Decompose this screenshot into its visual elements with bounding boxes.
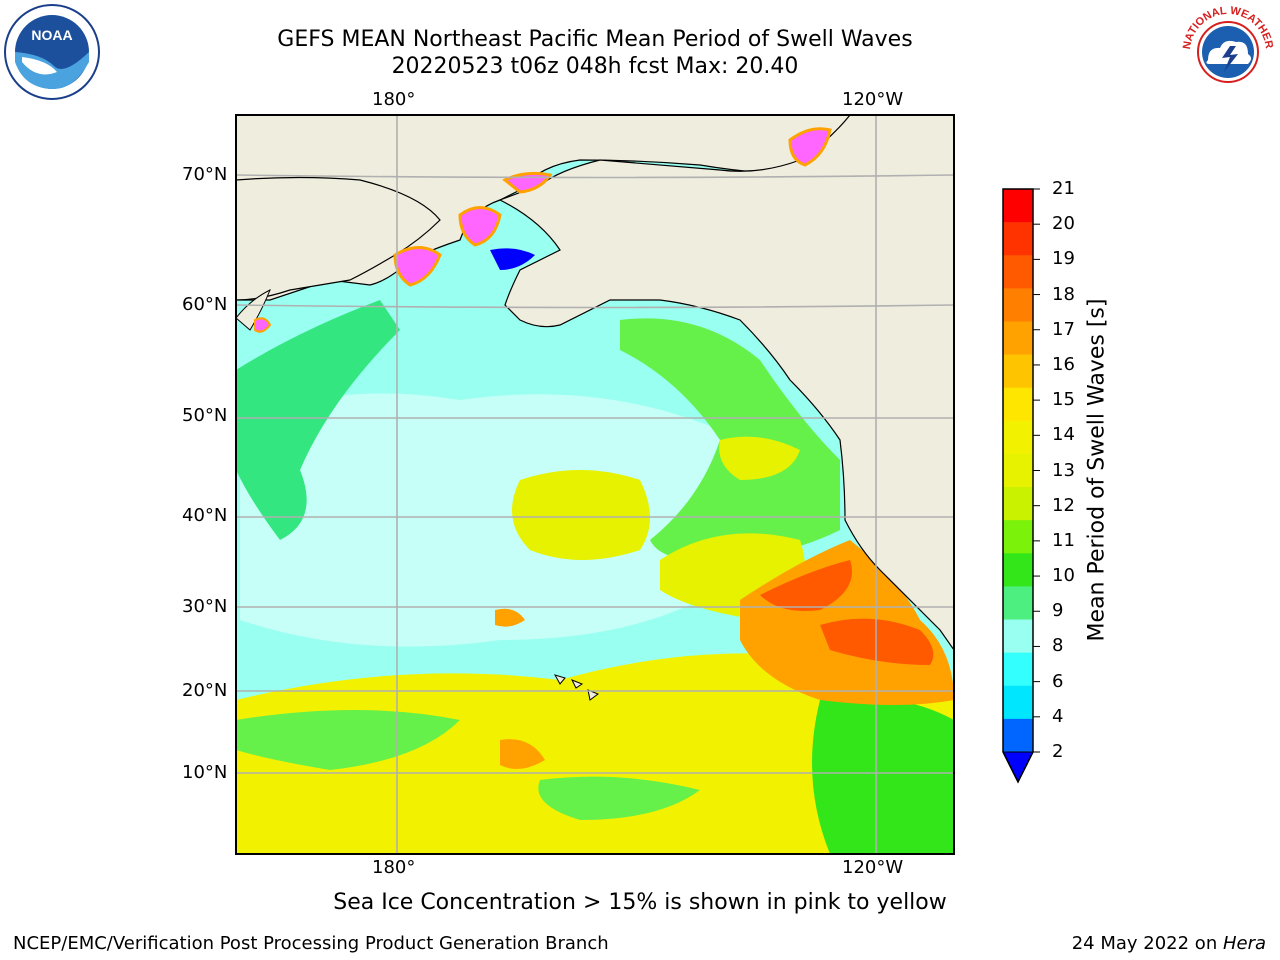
lat-label-50n: 50°N bbox=[182, 405, 228, 426]
sea-ice-patch-blue bbox=[490, 248, 535, 270]
chart-subtitle: 20220523 t06z 048h fcst Max: 20.40 bbox=[391, 54, 799, 79]
lon-label-bottom-120w: 120°W bbox=[842, 857, 904, 878]
footer-credit: NCEP/EMC/Verification Post Processing Pr… bbox=[13, 933, 609, 954]
lat-label-20n: 20°N bbox=[182, 680, 228, 701]
swell-patch-green-s bbox=[538, 776, 700, 820]
colorbar-tick-label: 12 bbox=[1052, 494, 1075, 516]
colorbar-tick-label: 4 bbox=[1052, 705, 1064, 727]
lat-label-40n: 40°N bbox=[182, 505, 228, 526]
colorbar-extend-arrow bbox=[1002, 751, 1034, 784]
colorbar-segment bbox=[1003, 652, 1033, 687]
lon-label-bottom-180: 180° bbox=[372, 857, 416, 878]
colorbar-tick-label: 9 bbox=[1052, 600, 1064, 622]
map-frame bbox=[235, 114, 955, 855]
colorbar-segment bbox=[1003, 553, 1033, 587]
colorbar-tick-label: 21 bbox=[1052, 178, 1075, 199]
sea-ice-note: Sea Ice Concentration > 15% is shown in … bbox=[333, 890, 947, 915]
colorbar-segment bbox=[1003, 288, 1033, 322]
swell-patch-orange-mid bbox=[495, 608, 525, 627]
colorbar-tick-label: 11 bbox=[1052, 529, 1075, 551]
map-gridlines bbox=[236, 115, 954, 854]
swell-patch-green-se bbox=[812, 697, 954, 854]
colorbar-tick-label: 8 bbox=[1052, 635, 1064, 657]
swell-patch-yellow-center bbox=[512, 470, 650, 560]
swell-patch-green-sw bbox=[236, 710, 460, 770]
sea-ice-patch-5 bbox=[254, 317, 272, 333]
colorbar-tick-label: 17 bbox=[1052, 318, 1075, 340]
colorbar bbox=[1003, 188, 1040, 753]
colorbar-tick-label: 14 bbox=[1052, 424, 1075, 446]
colorbar-segment bbox=[1003, 487, 1033, 521]
lat-label-70n: 70°N bbox=[182, 164, 228, 185]
colorbar-tick-label: 15 bbox=[1052, 389, 1075, 411]
colorbar-segment bbox=[1003, 586, 1033, 621]
swell-band-yellow-south bbox=[236, 653, 954, 854]
colorbar-tick-label: 6 bbox=[1052, 670, 1064, 692]
colorbar-tick-label: 18 bbox=[1052, 283, 1075, 305]
colorbar-segment bbox=[1003, 189, 1033, 223]
chart-title: GEFS MEAN Northeast Pacific Mean Period … bbox=[277, 27, 913, 52]
lat-label-10n: 10°N bbox=[182, 762, 228, 783]
colorbar-segment bbox=[1003, 685, 1033, 720]
colorbar-label: Mean Period of Swell Waves [s] bbox=[1084, 298, 1110, 642]
land-hawaii bbox=[553, 674, 600, 701]
swell-patch-yellow-ne bbox=[719, 436, 800, 480]
colorbar-segment bbox=[1003, 453, 1033, 488]
colorbar-tick-label: 20 bbox=[1052, 213, 1075, 235]
colorbar-tick-label: 13 bbox=[1052, 459, 1075, 481]
colorbar-segment bbox=[1003, 619, 1033, 654]
gridline-60n bbox=[236, 304, 954, 309]
colorbar-segment bbox=[1003, 520, 1033, 554]
gridline-70n bbox=[236, 174, 954, 179]
lon-label-top-120w: 120°W bbox=[842, 89, 904, 110]
swell-band-green-west bbox=[236, 300, 400, 540]
colorbar-segment bbox=[1003, 387, 1033, 422]
sea-ice-patch-1 bbox=[393, 246, 442, 287]
colorbar-segment bbox=[1003, 321, 1033, 356]
swell-high-red-north bbox=[760, 560, 852, 611]
swell-low-region bbox=[240, 393, 736, 647]
colorbar-segment bbox=[1003, 255, 1033, 289]
sea-ice-patch-3 bbox=[788, 127, 832, 167]
sea-ice-patch-2 bbox=[458, 206, 502, 247]
footer-date: 24 May 2022 on Hera bbox=[1072, 933, 1266, 954]
noaa-logo-text: NOAA bbox=[31, 27, 72, 43]
land-alaska-north-america bbox=[498, 115, 954, 652]
colorbar-tick-label: 19 bbox=[1052, 248, 1075, 270]
colorbar-tick-label: 2 bbox=[1052, 741, 1064, 762]
nws-logo: NATIONAL WEATHER SERVICE bbox=[1178, 2, 1275, 99]
lon-label-top-180: 180° bbox=[372, 89, 416, 110]
lat-label-60n: 60°N bbox=[182, 294, 228, 315]
colorbar-tick-label: 10 bbox=[1052, 565, 1075, 587]
colorbar-segment bbox=[1003, 420, 1033, 455]
swell-patch-orange-sw bbox=[500, 739, 545, 769]
colorbar-segment bbox=[1003, 222, 1033, 256]
footer-date-text: 24 May 2022 on bbox=[1071, 933, 1223, 954]
footer-host: Hera bbox=[1222, 933, 1266, 954]
map-area bbox=[236, 115, 954, 854]
colorbar-segment bbox=[1003, 718, 1033, 753]
colorbar-tick-label: 16 bbox=[1052, 353, 1075, 375]
colorbar-segment bbox=[1003, 354, 1033, 389]
colorbar-frame bbox=[1002, 188, 1034, 784]
noaa-logo: NOAA bbox=[4, 4, 100, 100]
lat-label-30n: 30°N bbox=[182, 596, 228, 617]
